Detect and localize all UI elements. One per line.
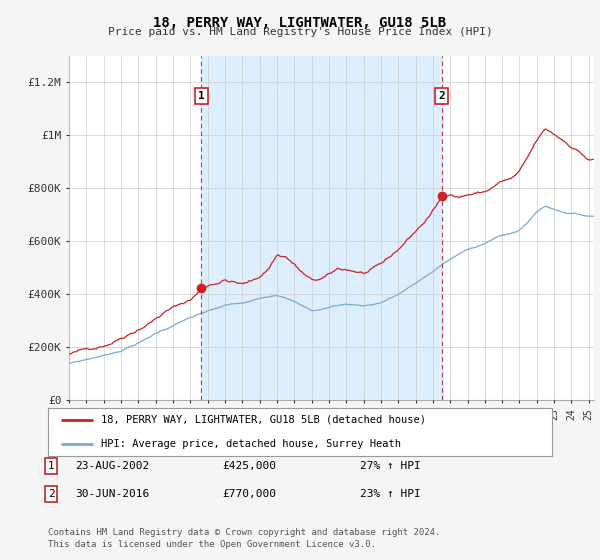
Text: Contains HM Land Registry data © Crown copyright and database right 2024.
This d: Contains HM Land Registry data © Crown c… (48, 528, 440, 549)
Text: 27% ↑ HPI: 27% ↑ HPI (360, 461, 421, 471)
Text: 2: 2 (47, 489, 55, 499)
Text: 30-JUN-2016: 30-JUN-2016 (75, 489, 149, 499)
Text: 1: 1 (198, 91, 205, 101)
Text: 18, PERRY WAY, LIGHTWATER, GU18 5LB (detached house): 18, PERRY WAY, LIGHTWATER, GU18 5LB (det… (101, 415, 426, 425)
Text: HPI: Average price, detached house, Surrey Heath: HPI: Average price, detached house, Surr… (101, 439, 401, 449)
Text: 18, PERRY WAY, LIGHTWATER, GU18 5LB: 18, PERRY WAY, LIGHTWATER, GU18 5LB (154, 16, 446, 30)
Text: 1: 1 (47, 461, 55, 471)
Bar (202, 56, 442, 400)
Text: £770,000: £770,000 (222, 489, 276, 499)
Text: Price paid vs. HM Land Registry's House Price Index (HPI): Price paid vs. HM Land Registry's House … (107, 27, 493, 37)
Text: 23% ↑ HPI: 23% ↑ HPI (360, 489, 421, 499)
Text: 23-AUG-2002: 23-AUG-2002 (75, 461, 149, 471)
Text: £425,000: £425,000 (222, 461, 276, 471)
Text: 2: 2 (438, 91, 445, 101)
